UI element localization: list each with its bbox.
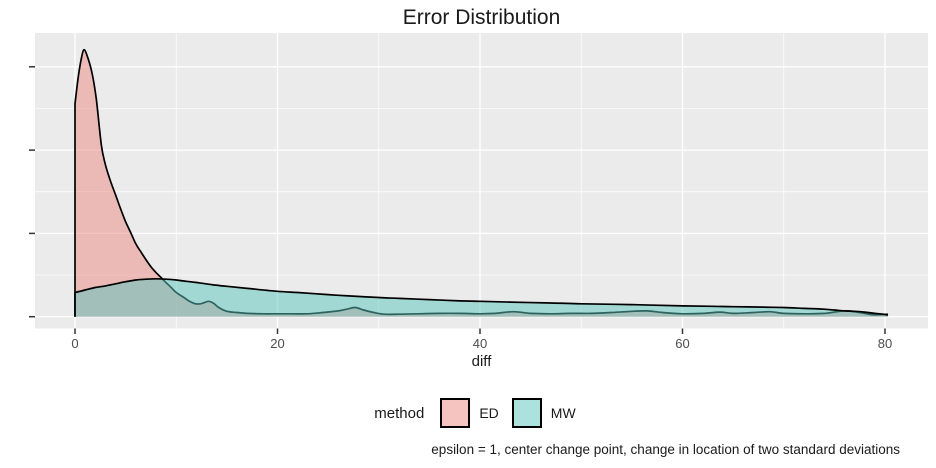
plot-title: Error Distribution <box>402 6 561 29</box>
density-area-mw <box>75 278 888 317</box>
legend-label-mw: MW <box>550 405 576 421</box>
legend-key-ed <box>440 398 471 428</box>
x-tick-label: 40 <box>473 336 487 351</box>
x-axis-title: diff <box>471 353 492 370</box>
x-tick-label: 80 <box>878 336 892 351</box>
legend-label-ed: ED <box>479 405 499 421</box>
panel-background <box>35 33 928 329</box>
legend-title: method <box>374 404 425 422</box>
legend-key-mw <box>511 398 542 428</box>
x-tick-label: 0 <box>71 336 78 351</box>
x-tick-label: 20 <box>270 336 284 351</box>
x-tick-label: 60 <box>675 336 689 351</box>
caption: epsilon = 1, center change point, change… <box>431 442 900 457</box>
legend: method ED MW <box>35 397 928 429</box>
density-outline-mw <box>74 277 889 317</box>
